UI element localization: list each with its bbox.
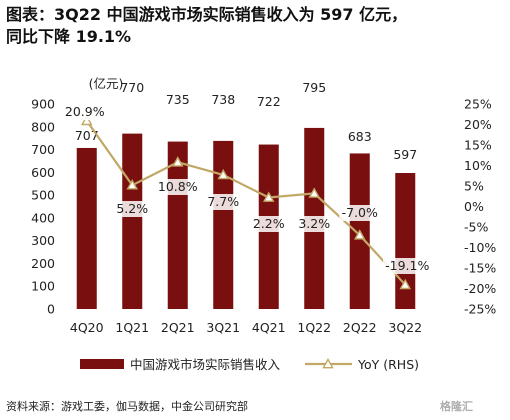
right-tick-label: 0% xyxy=(464,199,484,214)
left-tick-label: 800 xyxy=(31,119,55,134)
right-tick-label: 25% xyxy=(464,97,492,112)
bar-value-label: 683 xyxy=(348,129,372,144)
yoy-point xyxy=(217,168,230,180)
yoy-value-label: 7.7% xyxy=(207,194,239,209)
right-tick-label: 10% xyxy=(464,158,492,173)
right-tick-label: 15% xyxy=(464,138,492,153)
right-tick-label: -25% xyxy=(464,302,496,317)
bar xyxy=(122,133,143,309)
legend-label-line: YoY (RHS) xyxy=(357,357,419,372)
left-tick-label: 200 xyxy=(31,256,55,271)
bar-value-label: 795 xyxy=(302,80,326,95)
left-tick-label: 400 xyxy=(31,210,55,225)
yoy-label-bg xyxy=(383,258,432,274)
legend-swatch-bar xyxy=(80,359,124,369)
yoy-label-bg xyxy=(157,179,199,195)
title-line-1: 图表：3Q22 中国游戏市场实际销售收入为 597 亿元， xyxy=(6,5,408,24)
right-tick-label: -20% xyxy=(464,281,496,296)
x-tick-label: 2Q22 xyxy=(343,320,377,335)
yoy-value-label: -7.0% xyxy=(342,205,378,220)
right-tick-label: -10% xyxy=(464,240,496,255)
yoy-value-label: 20.9% xyxy=(65,104,105,119)
x-tick-label: 2Q21 xyxy=(161,320,195,335)
chart-title: 图表：3Q22 中国游戏市场实际销售收入为 597 亿元， 同比下降 19.1% xyxy=(6,4,506,48)
yoy-point xyxy=(262,191,275,202)
yoy-label-bg xyxy=(339,205,381,221)
right-tick-label: 20% xyxy=(464,117,492,132)
x-tick-label: 4Q20 xyxy=(70,320,104,335)
bar xyxy=(213,140,234,309)
left-tick-label: 100 xyxy=(31,279,55,294)
yoy-point xyxy=(126,179,139,190)
bar-value-label: 770 xyxy=(120,80,144,95)
yoy-label-bg xyxy=(251,216,286,232)
yoy-point xyxy=(171,156,184,167)
left-tick-label: 700 xyxy=(31,142,55,157)
bar xyxy=(395,173,416,309)
x-tick-label: 4Q21 xyxy=(252,320,286,335)
yoy-label-bg xyxy=(64,104,106,120)
bar-value-label: 735 xyxy=(166,92,190,107)
left-tick-label: 0 xyxy=(47,302,55,317)
yoy-value-label: 2.2% xyxy=(253,216,285,231)
legend-label-bar: 中国游戏市场实际销售收入 xyxy=(130,357,281,372)
bar-value-label: 722 xyxy=(257,94,281,109)
bar xyxy=(76,147,97,309)
left-tick-label: 900 xyxy=(31,97,55,112)
bar-value-label: 597 xyxy=(393,147,417,162)
left-tick-label: 500 xyxy=(31,188,55,203)
left-tick-label: 600 xyxy=(31,165,55,180)
legend-marker xyxy=(322,357,334,369)
yoy-label-bg xyxy=(206,194,241,210)
yoy-point xyxy=(80,114,93,126)
x-tick-label: 3Q22 xyxy=(388,320,422,335)
right-tick-label: -5% xyxy=(464,220,488,235)
yoy-line xyxy=(85,120,407,286)
right-tick-label: 5% xyxy=(464,179,484,194)
yoy-point xyxy=(399,278,412,290)
title-line-2: 同比下降 19.1% xyxy=(6,27,132,46)
left-axis-unit: (亿元) xyxy=(89,76,124,91)
yoy-point xyxy=(308,187,321,198)
bar-value-label: 707 xyxy=(75,128,99,143)
yoy-label-bg xyxy=(297,216,332,232)
yoy-value-label: 5.2% xyxy=(116,201,148,216)
left-tick-label: 300 xyxy=(31,233,55,248)
source-note: 资料来源：游戏工委，伽马数据，中金公司研究部 xyxy=(6,400,248,413)
yoy-point xyxy=(353,229,366,240)
watermark: 格隆汇 xyxy=(440,400,473,413)
yoy-value-label: -19.1% xyxy=(385,258,429,273)
x-tick-label: 1Q21 xyxy=(115,320,149,335)
yoy-value-label: 10.8% xyxy=(158,179,198,194)
right-tick-label: -15% xyxy=(464,261,496,276)
x-tick-label: 1Q22 xyxy=(297,320,331,335)
bar-value-label: 738 xyxy=(211,92,235,107)
yoy-value-label: 3.2% xyxy=(298,216,330,231)
yoy-label-bg xyxy=(115,201,150,217)
x-tick-label: 3Q21 xyxy=(206,320,240,335)
